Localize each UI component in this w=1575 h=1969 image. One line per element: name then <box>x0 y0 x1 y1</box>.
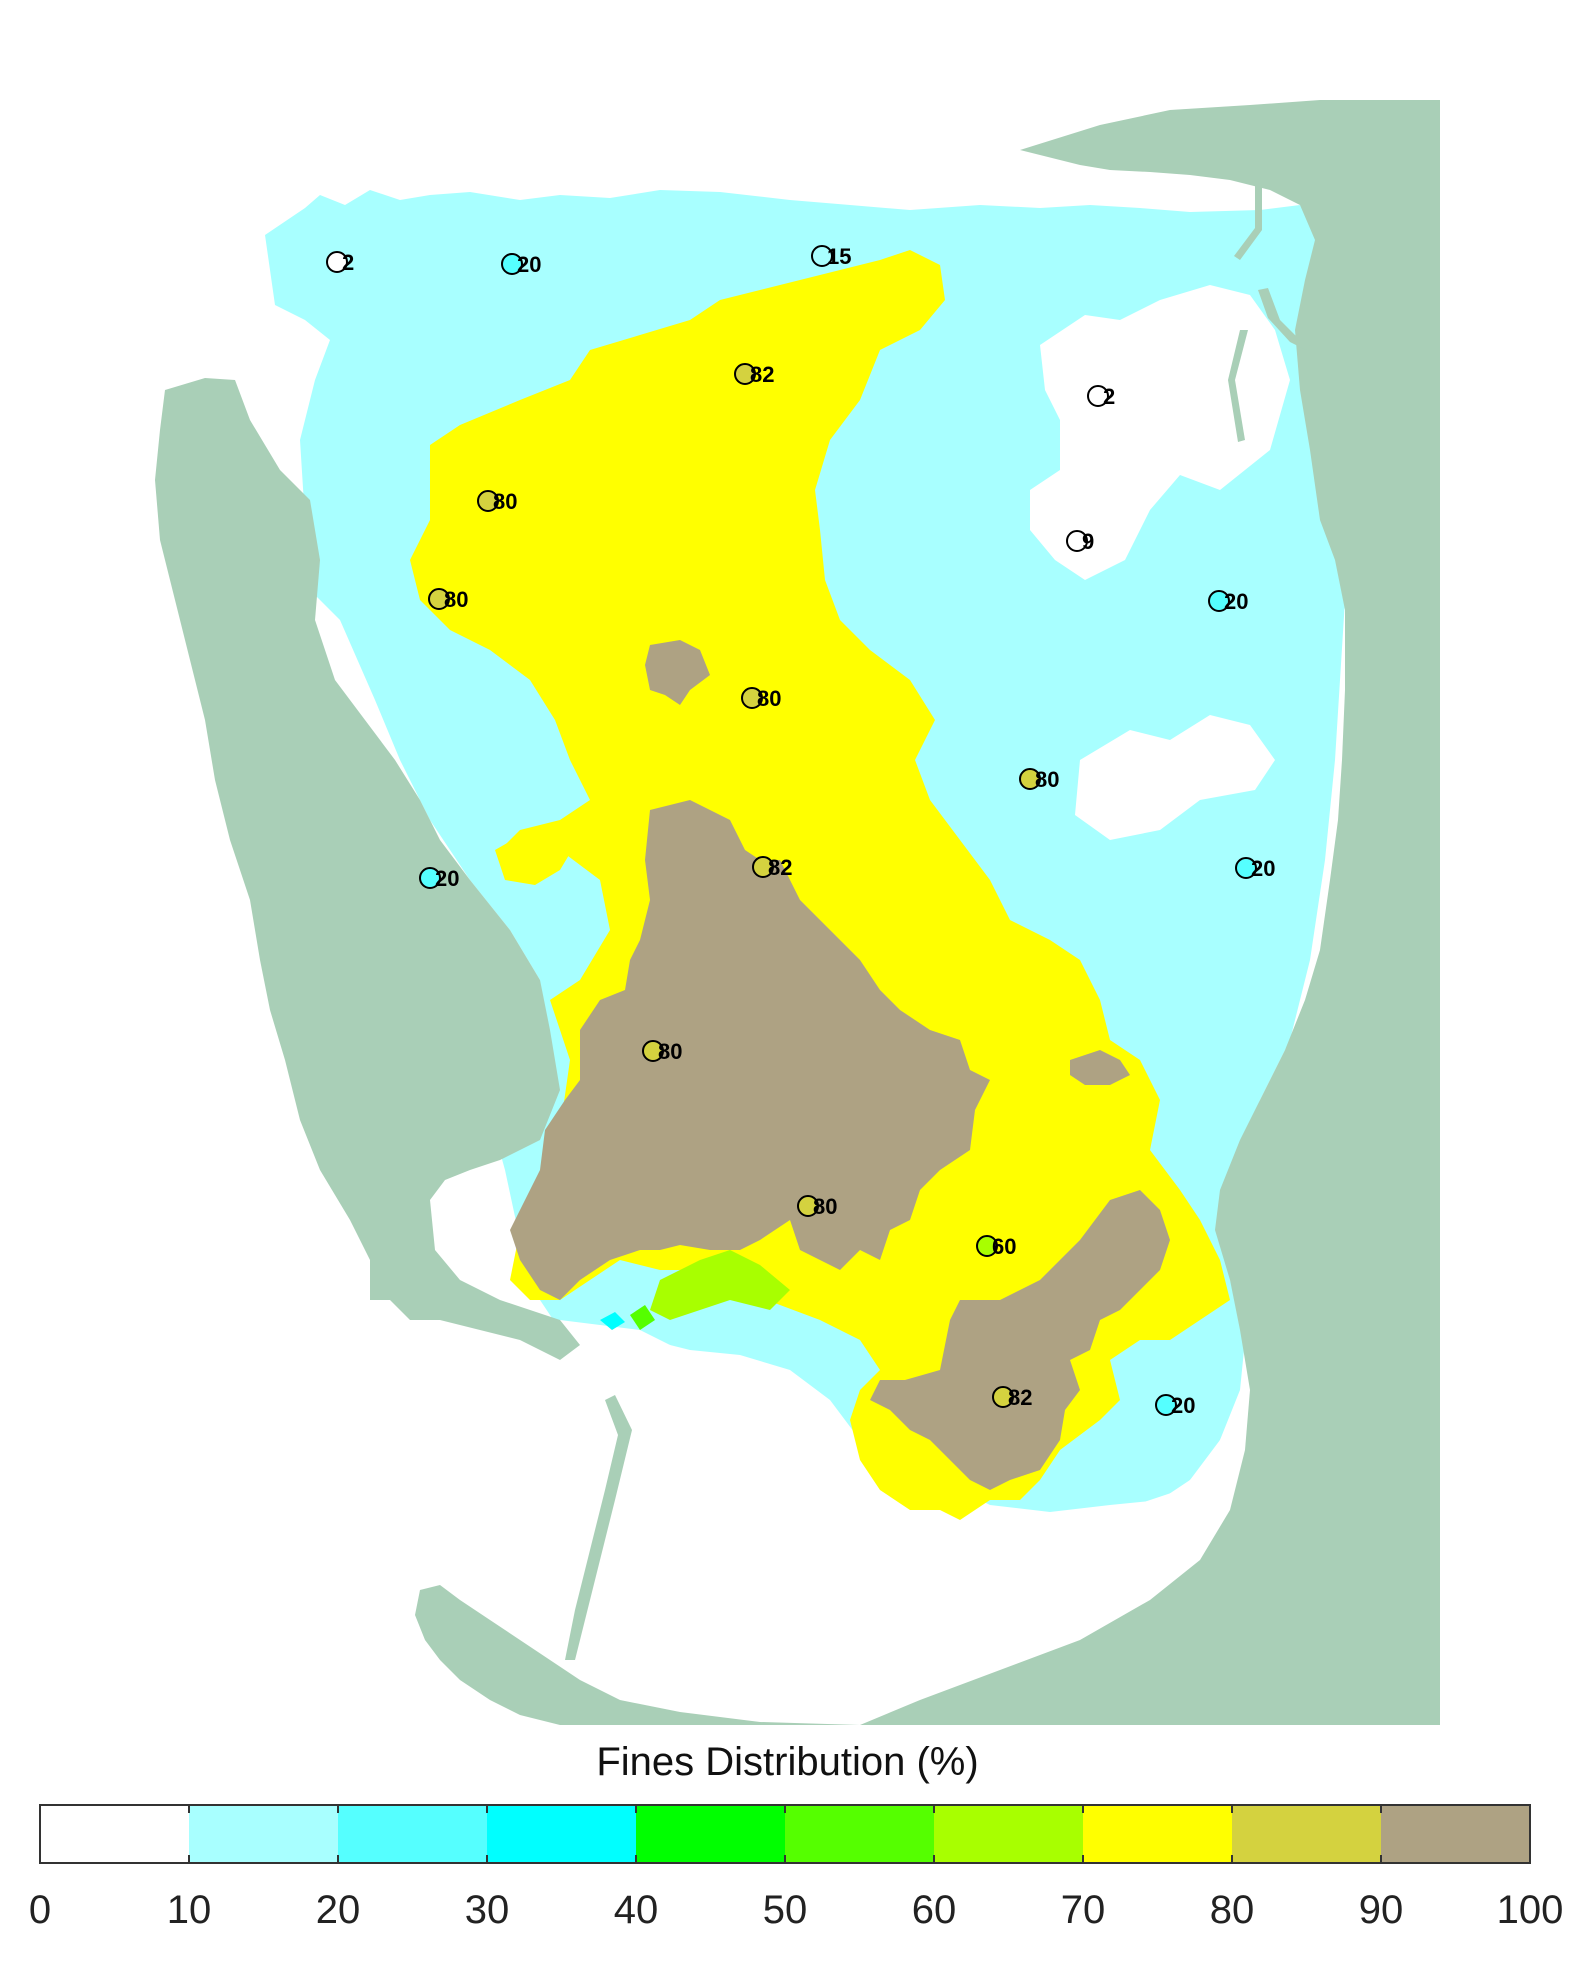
colorbar-tick-label: 70 <box>1061 1888 1106 1932</box>
colorbar-tick-label: 50 <box>763 1888 808 1932</box>
station-value-label: 82 <box>750 362 774 387</box>
colorbar-tick-label: 30 <box>465 1888 510 1932</box>
station-value-label: 80 <box>493 489 517 514</box>
station-marker <box>642 1040 664 1062</box>
station-value-label: 2 <box>1103 384 1115 409</box>
colorbar-segment <box>636 1805 786 1863</box>
fines-zone-90-100-southeast <box>870 1190 1170 1490</box>
colorbar-tick-label: 60 <box>912 1888 957 1932</box>
station-value-label: 20 <box>517 252 541 277</box>
station-value-label: 60 <box>992 1234 1016 1259</box>
station-marker <box>477 490 499 512</box>
colorbar-segment <box>934 1805 1084 1863</box>
station-marker <box>734 363 756 385</box>
station-marker <box>752 856 774 878</box>
station-value-label: 80 <box>813 1194 837 1219</box>
station-marker <box>428 588 450 610</box>
station-value-label: 82 <box>1008 1385 1032 1410</box>
station-value-label: 15 <box>827 244 851 269</box>
station-marker <box>326 251 348 273</box>
station-marker <box>419 867 441 889</box>
station-value-label: 9 <box>1082 529 1094 554</box>
station-marker <box>741 687 763 709</box>
station-value-label: 80 <box>444 587 468 612</box>
station-value-label: 80 <box>757 686 781 711</box>
colorbar-tick-label: 80 <box>1210 1888 1255 1932</box>
colorbar-title: Fines Distribution (%) <box>596 1740 979 1784</box>
land-channel-north-3 <box>1228 330 1248 442</box>
station-marker <box>501 253 523 275</box>
station-marker <box>1019 768 1041 790</box>
fines-zone-0-10-south <box>500 1320 1250 1720</box>
station-value-label: 2 <box>342 250 354 275</box>
station-value-label: 82 <box>768 855 792 880</box>
station-value-label: 20 <box>1224 589 1248 614</box>
colorbar-tick-label: 20 <box>316 1888 361 1932</box>
station-value-label: 20 <box>1251 856 1275 881</box>
colorbar-tick-label: 10 <box>167 1888 212 1932</box>
station-marker <box>1155 1394 1177 1416</box>
colorbar-segment <box>1083 1805 1233 1863</box>
land-channel-north <box>1234 180 1262 260</box>
land-east-coast <box>860 100 1440 1725</box>
fines-zone-0-10-ne <box>1030 285 1290 580</box>
station-marker <box>1208 590 1230 612</box>
colorbar-tick-label: 100 <box>1497 1888 1564 1932</box>
land-breakwater <box>565 1395 632 1660</box>
station-marker <box>811 245 833 267</box>
colorbar-segment <box>189 1805 339 1863</box>
colorbar-segment <box>1232 1805 1382 1863</box>
station-marker <box>992 1386 1014 1408</box>
station-value-label: 80 <box>658 1039 682 1064</box>
colorbar-tick-label: 0 <box>29 1888 51 1932</box>
station-marker <box>1235 857 1257 879</box>
station-value-label: 80 <box>1035 767 1059 792</box>
fines-zone-90-100-main <box>510 800 990 1300</box>
fines-zone-70-80-island <box>495 825 575 885</box>
colorbar-tick-label: 40 <box>614 1888 659 1932</box>
fines-zone-60-70 <box>650 1250 790 1320</box>
station-marker <box>1066 530 1088 552</box>
station-value-label: 20 <box>435 866 459 891</box>
station-marker <box>976 1235 998 1257</box>
station-marker <box>1087 385 1109 407</box>
fines-zone-90-100-north <box>645 640 710 705</box>
fines-zone-0-10-east <box>1075 715 1275 840</box>
fines-zone-30-40 <box>600 1312 625 1330</box>
station-value-label: 20 <box>1171 1393 1195 1418</box>
colorbar-segment <box>785 1805 935 1863</box>
colorbar-segment <box>1381 1805 1531 1863</box>
sampling-stations: 2 20 15 82 2 80 9 80 20 80 80 20 82 20 80 80 60 82 20 <box>326 244 1275 1418</box>
station-marker <box>797 1195 819 1217</box>
land-south-spit <box>415 1585 860 1725</box>
land-west-peninsula <box>155 378 580 1360</box>
colorbar-segment <box>40 1805 190 1863</box>
colorbar-segment <box>338 1805 488 1863</box>
colorbar: 0 10 20 30 40 50 60 70 80 90 100 <box>29 1804 1564 1932</box>
colorbar-tick-label: 90 <box>1359 1888 1404 1932</box>
colorbar-segment <box>487 1805 637 1863</box>
land-channel-north-2 <box>1258 288 1310 350</box>
fines-zone-50-60 <box>630 1305 655 1330</box>
fines-zone-90-100-east <box>1070 1050 1130 1085</box>
